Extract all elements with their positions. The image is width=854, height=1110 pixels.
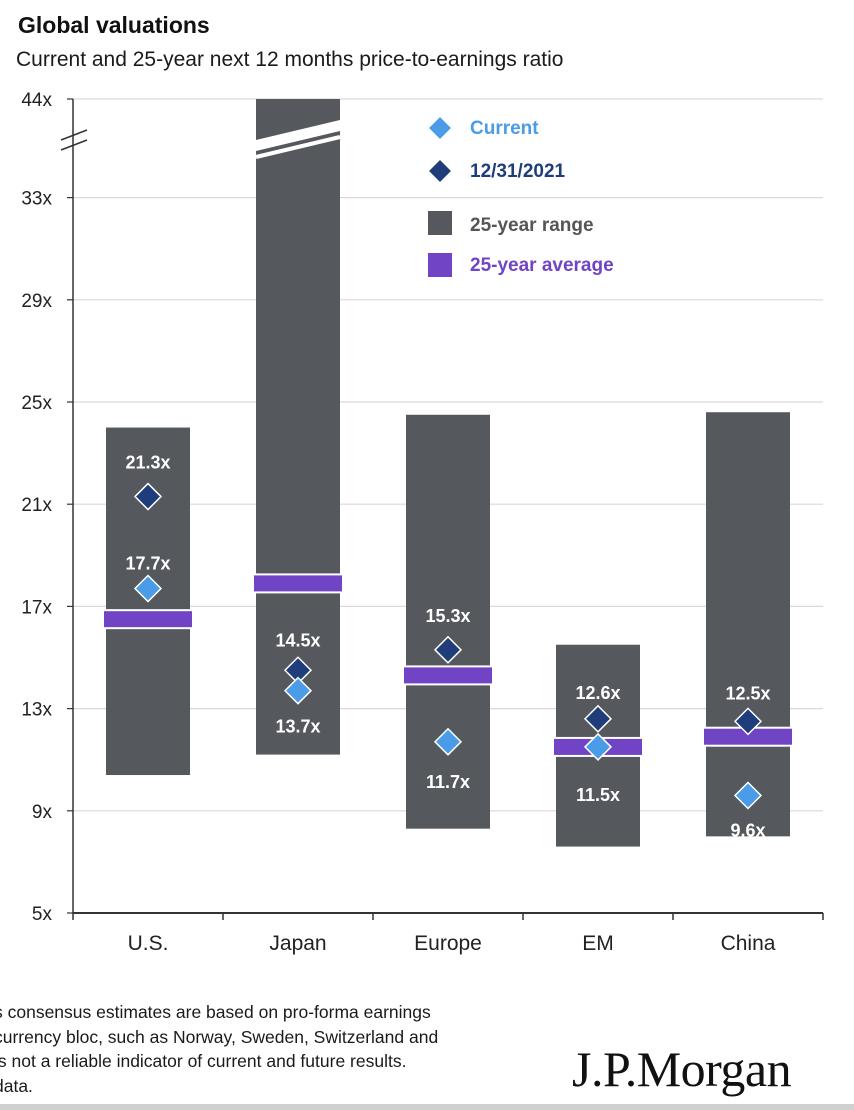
footnote-line: currency bloc, such as Norway, Sweden, S… <box>0 1026 439 1047</box>
category-label: Japan <box>269 932 326 955</box>
prior-data-label: 21.3x <box>125 453 170 473</box>
valuation-chart: 5x 9x 13x 17x 21x 25x 29x 33x 44x U.S. Japan Europe… <box>21 90 824 955</box>
current-data-label: 9.6x <box>730 820 765 840</box>
range-bar <box>706 412 790 837</box>
current-data-label: 11.7x <box>426 772 470 792</box>
footnote: s consensus estimates are based on pro-f… <box>0 1000 438 1098</box>
bar-break-slash <box>255 135 341 159</box>
prior-data-label: 12.6x <box>575 683 620 703</box>
footnote-line: data. <box>0 1075 33 1096</box>
legend-average-label: 25-year average <box>470 255 614 276</box>
legend-average-icon <box>428 253 452 277</box>
category-label: China <box>721 932 776 955</box>
legend-prior-icon <box>426 157 454 185</box>
y-tick-label: 33x <box>21 189 52 210</box>
y-tick-label: 44x <box>21 90 52 111</box>
chart-title: Global valuations <box>18 12 210 38</box>
y-tick-label: 21x <box>21 495 52 516</box>
prior-marker-diamond <box>133 482 163 511</box>
y-tick-label: 17x <box>21 597 52 618</box>
average-marker <box>402 665 494 686</box>
current-data-label: 13.7x <box>275 717 320 737</box>
prior-data-label: 12.5x <box>725 683 770 703</box>
range-bar <box>406 414 490 829</box>
legend-range-label: 25-year range <box>470 215 594 236</box>
y-tick-label: 13x <box>21 700 52 721</box>
current-marker-diamond <box>133 574 163 603</box>
average-marker <box>252 573 344 594</box>
bar-break-slash <box>256 120 340 151</box>
average-marker <box>102 609 194 630</box>
legend-prior-label: 12/31/2021 <box>470 161 566 182</box>
current-data-label: 11.5x <box>576 785 620 805</box>
prior-data-label: 15.3x <box>425 606 470 626</box>
legend-range-icon <box>428 211 452 235</box>
jpmorgan-logo: J.P.Morgan <box>572 1041 792 1097</box>
footnote-line: is not a reliable indicator of current a… <box>0 1051 407 1071</box>
y-tick-label: 25x <box>21 393 52 414</box>
current-marker-diamond <box>733 781 763 810</box>
y-tick-label: 5x <box>32 904 53 925</box>
chart-subtitle: Current and 25-year next 12 months price… <box>16 48 564 71</box>
category-label: Europe <box>414 932 482 955</box>
y-tick-label: 29x <box>21 291 52 312</box>
axis-break-mark <box>60 129 88 141</box>
range-bar <box>256 99 340 755</box>
prior-data-label: 14.5x <box>275 630 320 650</box>
bottom-divider <box>0 1104 854 1110</box>
prior-marker-diamond <box>433 635 463 664</box>
current-marker-diamond <box>433 727 463 756</box>
current-marker-diamond <box>583 732 613 761</box>
legend-current-label: Current <box>470 118 539 139</box>
category-label: EM <box>582 932 614 955</box>
current-marker-diamond <box>283 676 313 705</box>
prior-marker-diamond <box>583 704 613 733</box>
y-tick-label: 9x <box>32 802 53 823</box>
current-data-label: 17.7x <box>125 554 170 574</box>
footnote-line: s consensus estimates are based on pro-f… <box>0 1002 431 1022</box>
legend-current-icon <box>426 114 454 142</box>
prior-marker-diamond <box>733 707 763 736</box>
axis-break-mark <box>60 139 88 151</box>
category-label: U.S. <box>128 932 169 955</box>
